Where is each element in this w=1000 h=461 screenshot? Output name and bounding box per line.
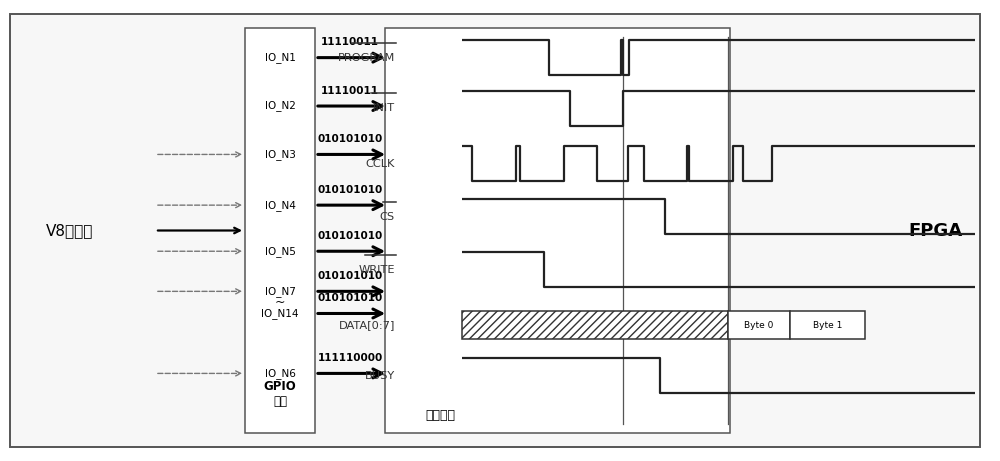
Text: DATA[0:7]: DATA[0:7] bbox=[339, 320, 395, 330]
Text: WRITE: WRITE bbox=[358, 265, 395, 275]
Text: IO_N4: IO_N4 bbox=[265, 200, 295, 211]
Text: 010101010: 010101010 bbox=[317, 231, 383, 241]
Text: IO_N2: IO_N2 bbox=[265, 100, 295, 112]
Text: IO_N1: IO_N1 bbox=[265, 52, 295, 63]
Bar bbox=[462, 311, 728, 339]
Text: IO_N6: IO_N6 bbox=[265, 368, 295, 379]
Text: IO_N5: IO_N5 bbox=[265, 246, 295, 257]
Bar bbox=[385, 28, 730, 433]
Text: 010101010: 010101010 bbox=[317, 134, 383, 144]
Text: 010101010: 010101010 bbox=[317, 271, 383, 281]
Bar bbox=[728, 311, 790, 339]
Text: CS: CS bbox=[380, 212, 395, 222]
Text: BUSY: BUSY bbox=[365, 371, 395, 381]
Text: 配置接口: 配置接口 bbox=[425, 409, 455, 422]
Text: CCLK: CCLK bbox=[366, 159, 395, 169]
Text: Byte 0: Byte 0 bbox=[744, 320, 774, 330]
Text: 11110011: 11110011 bbox=[321, 86, 379, 96]
Bar bbox=[245, 28, 315, 433]
Text: ~: ~ bbox=[275, 296, 285, 309]
Text: IO_N14: IO_N14 bbox=[261, 308, 299, 319]
Text: Byte 1: Byte 1 bbox=[813, 320, 842, 330]
Text: 111110000: 111110000 bbox=[317, 353, 383, 363]
Text: IO_N7: IO_N7 bbox=[265, 286, 295, 297]
Text: GPIO
接口: GPIO 接口 bbox=[264, 380, 296, 408]
Text: FPGA: FPGA bbox=[908, 221, 962, 240]
Text: 010101010: 010101010 bbox=[317, 185, 383, 195]
Bar bbox=[790, 311, 865, 339]
Text: PROGRAM: PROGRAM bbox=[338, 53, 395, 63]
Text: 010101010: 010101010 bbox=[317, 293, 383, 303]
Text: V8处理器: V8处理器 bbox=[46, 223, 94, 238]
Text: 11110011: 11110011 bbox=[321, 37, 379, 47]
Text: IO_N3: IO_N3 bbox=[265, 149, 295, 160]
Text: INIT: INIT bbox=[373, 103, 395, 113]
